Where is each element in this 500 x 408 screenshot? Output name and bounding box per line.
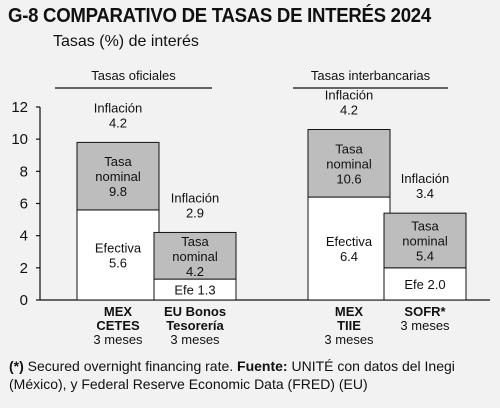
category-label: 3 meses (400, 318, 450, 333)
bar-inflacion (76, 141, 160, 211)
footnote-text: Secured overnight financing rate. (23, 358, 238, 374)
inflacion-label: 4.2 (340, 103, 358, 118)
source-text: UNITÉ con datos del Inegi (México), y Fe… (9, 358, 455, 392)
nominal-label: nominal (95, 169, 141, 184)
category-label: TIIE (337, 318, 361, 333)
group-label: Tasas oficiales (91, 68, 176, 83)
bar-efectiva (76, 209, 160, 301)
nominal-label: Tasa (104, 154, 132, 169)
nominal-label: Tasa (335, 141, 363, 156)
category-label: CETES (96, 318, 140, 333)
footnote: (*) Secured overnight financing rate. Fu… (9, 357, 489, 393)
category-label: EU Bonos (164, 304, 226, 319)
nominal-label: 4.2 (186, 264, 204, 279)
nominal-label: 10.6 (336, 171, 361, 186)
bar-efectiva (383, 267, 467, 301)
nominal-label: 9.8 (109, 184, 127, 199)
bar-inflacion (307, 129, 391, 198)
category-label: Tesorería (166, 318, 224, 333)
category-label: 3 meses (93, 332, 143, 347)
chart-title: G-8 COMPARATIVO DE TASAS DE INTERÉS 2024 (8, 5, 431, 27)
inflacion-label: 2.9 (186, 205, 204, 220)
category-label: 3 meses (170, 332, 220, 347)
bar-inflacion (153, 231, 237, 280)
inflacion-label: 4.2 (109, 115, 127, 130)
y-tick-label: 8 (20, 163, 28, 180)
inflacion-label: Inflación (94, 100, 142, 115)
y-tick-label: 12 (11, 99, 28, 116)
bar-inflacion (383, 212, 467, 269)
bar-efectiva (307, 196, 391, 301)
inflacion-label: Inflación (171, 190, 219, 205)
efectiva-label: Efe 2.0 (404, 277, 445, 292)
y-tick-label: 0 (20, 292, 28, 309)
y-tick-label: 10 (11, 131, 28, 148)
group-label: Tasas interbancarias (311, 68, 431, 83)
inflacion-label: Inflación (325, 88, 373, 103)
inflacion-label: Inflación (401, 171, 449, 186)
y-tick-label: 2 (20, 260, 28, 277)
efectiva-label: 6.4 (340, 249, 358, 264)
nominal-label: 5.4 (416, 248, 434, 263)
efectiva-label: Efe 1.3 (174, 283, 215, 298)
source-label: Fuente: (237, 358, 288, 374)
nominal-label: nominal (402, 233, 448, 248)
nominal-label: Tasa (181, 234, 209, 249)
nominal-label: nominal (326, 156, 372, 171)
nominal-label: nominal (172, 249, 218, 264)
category-label: MEX (104, 304, 133, 319)
inflacion-label: 3.4 (416, 186, 434, 201)
chart-subtitle: Tasas (%) de interés (53, 33, 199, 50)
efectiva-label: 5.6 (109, 255, 127, 270)
efectiva-label: Efectiva (95, 240, 142, 255)
efectiva-label: Efectiva (326, 234, 373, 249)
nominal-label: Tasa (411, 218, 439, 233)
footnote-marker: (*) (9, 358, 24, 374)
category-label: 3 meses (324, 332, 374, 347)
y-tick-label: 6 (20, 196, 28, 213)
category-label: SOFR* (404, 304, 446, 319)
category-label: MEX (335, 304, 364, 319)
y-tick-label: 4 (20, 228, 28, 245)
stacked-bar-chart: 0 2 4 6 8 10 12 Tasas oficiales Tasas interbanca… (11, 68, 490, 347)
